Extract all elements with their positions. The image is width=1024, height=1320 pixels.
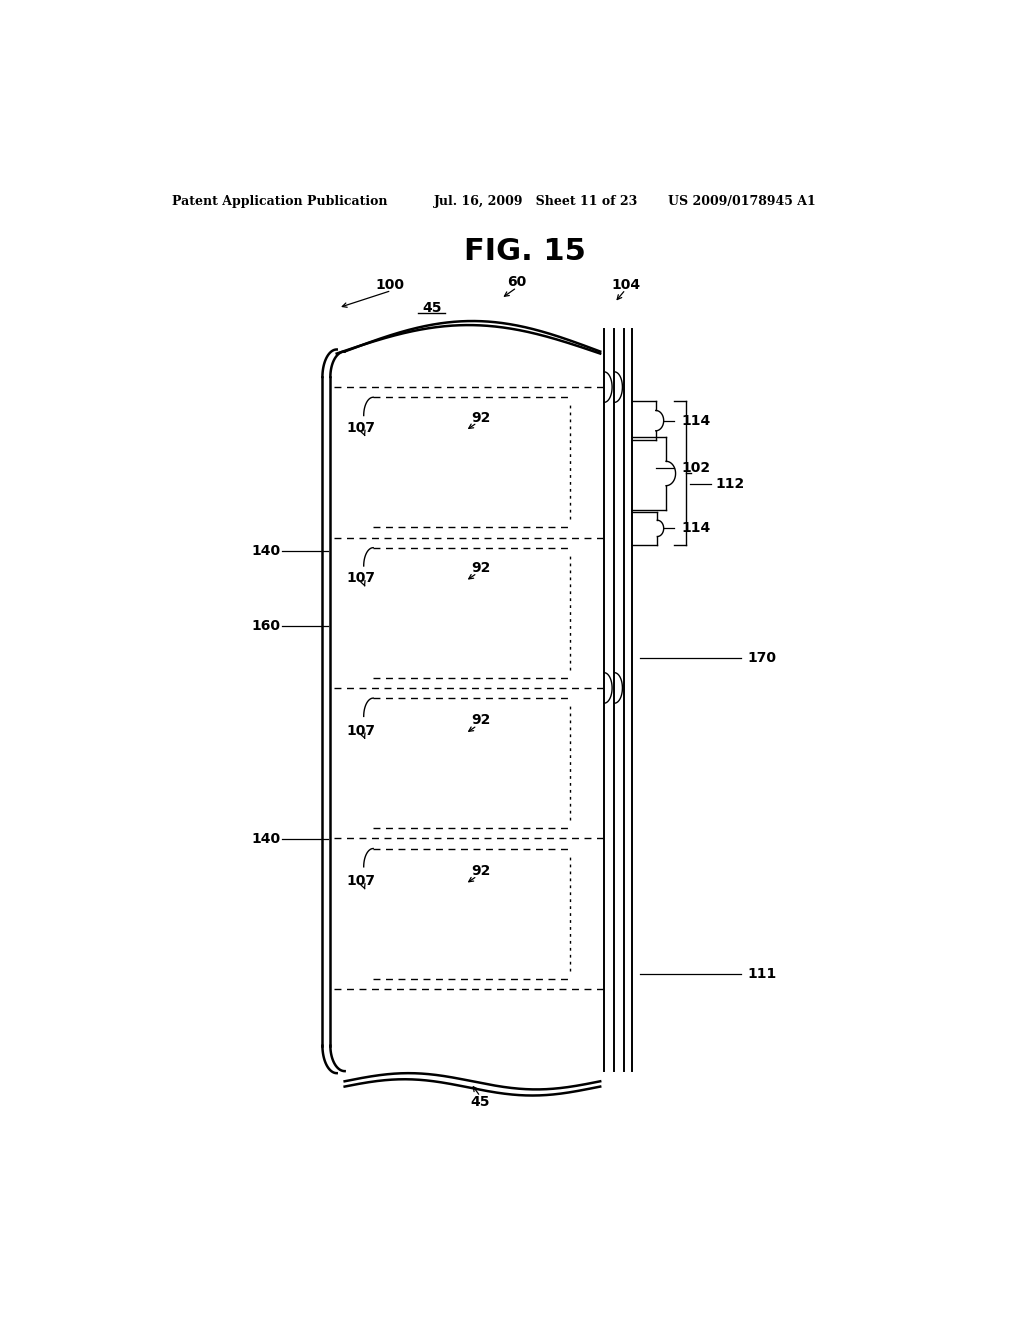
Text: 45: 45: [422, 301, 441, 314]
Text: 114: 114: [682, 521, 712, 536]
Text: 107: 107: [346, 572, 375, 585]
Text: 107: 107: [346, 874, 375, 888]
Text: 112: 112: [715, 477, 744, 491]
Text: 140: 140: [251, 833, 281, 846]
Text: 45: 45: [471, 1094, 490, 1109]
Text: 92: 92: [471, 561, 490, 576]
Text: Patent Application Publication: Patent Application Publication: [172, 194, 387, 207]
Text: 170: 170: [748, 652, 776, 665]
Text: 92: 92: [471, 411, 490, 425]
Text: FIG. 15: FIG. 15: [464, 238, 586, 267]
Text: Jul. 16, 2009   Sheet 11 of 23: Jul. 16, 2009 Sheet 11 of 23: [433, 194, 638, 207]
Text: 92: 92: [471, 714, 490, 727]
Text: 107: 107: [346, 723, 375, 738]
Text: 92: 92: [471, 863, 490, 878]
Text: US 2009/0178945 A1: US 2009/0178945 A1: [668, 194, 815, 207]
Text: 111: 111: [748, 966, 776, 981]
Text: 104: 104: [611, 279, 640, 293]
Text: 102: 102: [682, 462, 711, 475]
Text: 160: 160: [251, 619, 281, 634]
Text: 140: 140: [251, 544, 281, 558]
Text: 60: 60: [507, 276, 526, 289]
Text: 114: 114: [682, 413, 712, 428]
Text: 107: 107: [346, 421, 375, 434]
Text: 100: 100: [376, 279, 404, 293]
